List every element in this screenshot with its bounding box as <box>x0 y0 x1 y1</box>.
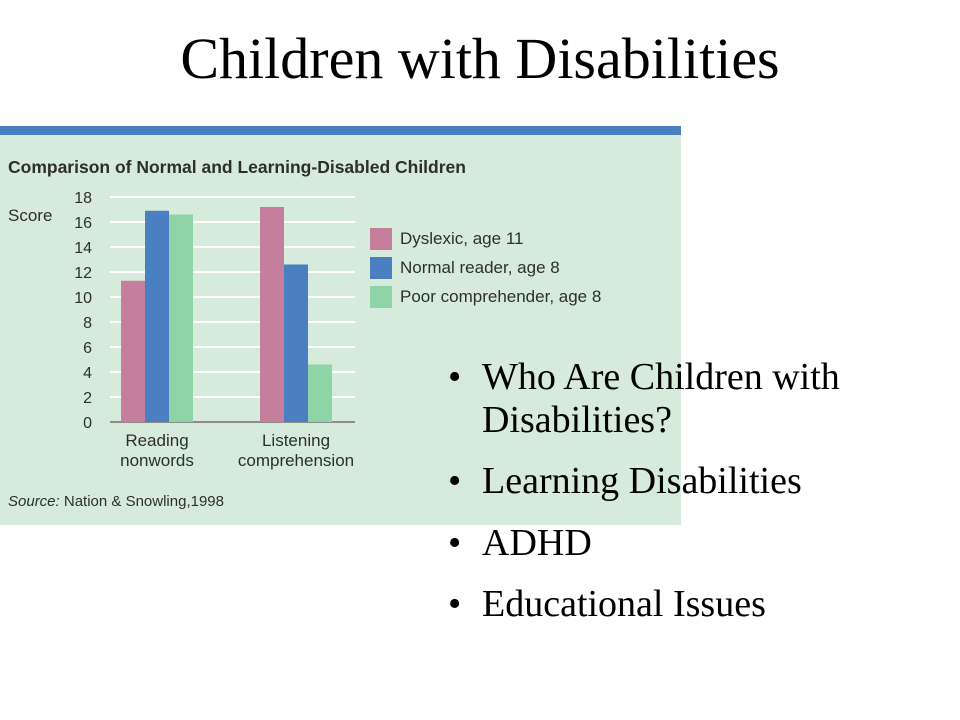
y-tick-label: 16 <box>74 215 92 232</box>
legend-item: Normal reader, age 8 <box>370 253 601 282</box>
source-label: Source: <box>8 493 60 510</box>
bar <box>308 364 332 422</box>
bullet-item: • Who Are Children with Disabilities? <box>448 356 948 441</box>
bar <box>145 210 169 422</box>
bullet-text: Who Are Children with Disabilities? <box>482 356 840 441</box>
legend-label: Dyslexic, age 11 <box>400 228 524 248</box>
y-tick-label: 18 <box>74 190 92 207</box>
y-tick-label: 14 <box>74 240 92 257</box>
legend-swatch <box>370 285 392 308</box>
bullet-dot: • <box>448 460 462 503</box>
slide-title: Children with Disabilities <box>180 26 780 91</box>
bullet-item: • Educational Issues <box>448 583 948 626</box>
chart-legend: Dyslexic, age 11 Normal reader, age 8 Poor… <box>370 224 601 311</box>
y-axis-label: Score <box>8 206 52 225</box>
legend-swatch <box>370 227 392 250</box>
chart-source: Source: Nation & Snowling,1998 <box>8 493 224 510</box>
y-tick-label: 12 <box>74 265 92 282</box>
legend-swatch <box>370 256 392 279</box>
legend-label: Poor comprehender, age 8 <box>400 286 602 306</box>
y-tick-label: 0 <box>83 415 92 432</box>
x-tick-label: Listening <box>262 431 330 450</box>
bullet-dot: • <box>448 521 462 564</box>
bullet-dot: • <box>448 356 462 398</box>
x-tick-label: nonwords <box>120 451 194 470</box>
chart-title: Comparison of Normal and Learning-Disabl… <box>8 157 466 177</box>
bullet-text: Educational Issues <box>482 583 766 626</box>
chart-panel: Comparison of Normal and Learning-Disabl… <box>0 126 681 525</box>
bullet-item: • Learning Disabilities <box>448 460 948 503</box>
legend-label: Normal reader, age 8 <box>400 257 560 277</box>
bar <box>284 264 308 422</box>
bar <box>260 207 284 422</box>
y-tick-label: 2 <box>83 390 92 407</box>
bar <box>121 280 145 422</box>
x-tick-label: Reading <box>125 431 188 450</box>
y-tick-label: 4 <box>83 365 92 382</box>
bullet-list: • Who Are Children with Disabilities? • Lea… <box>448 356 948 645</box>
bullet-text: ADHD <box>482 521 592 564</box>
legend-item: Poor comprehender, age 8 <box>370 282 601 311</box>
bullet-item: • ADHD <box>448 522 948 565</box>
y-tick-label: 8 <box>83 315 92 332</box>
source-text: Nation & Snowling,1998 <box>63 493 224 510</box>
x-tick-label: comprehension <box>238 451 354 470</box>
legend-item: Dyslexic, age 11 <box>370 224 601 253</box>
y-tick-label: 6 <box>83 340 92 357</box>
bullet-dot: • <box>448 583 462 626</box>
bar <box>169 214 193 422</box>
y-tick-label: 10 <box>74 290 92 307</box>
bullet-text: Learning Disabilities <box>482 460 802 503</box>
